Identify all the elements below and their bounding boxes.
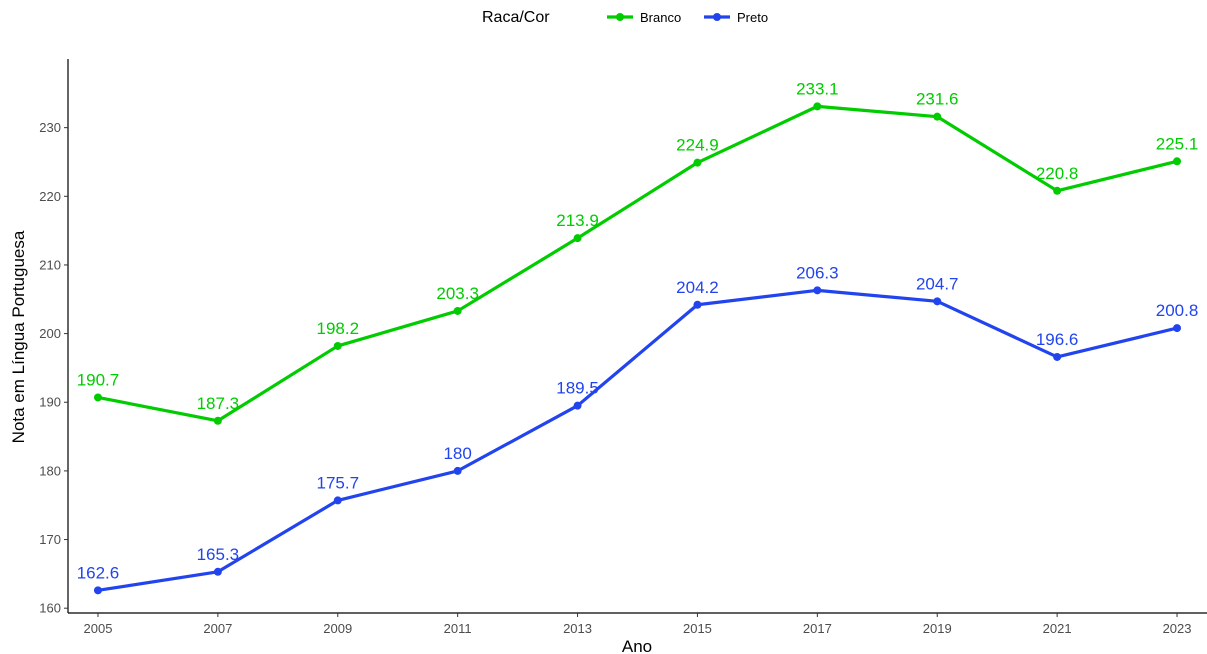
data-point — [933, 297, 942, 306]
x-tick-label: 2011 — [444, 621, 472, 636]
data-label: 175.7 — [316, 473, 359, 492]
data-label: 206.3 — [796, 263, 839, 282]
legend-key-point — [713, 13, 721, 21]
data-label: 213.9 — [556, 211, 599, 230]
y-tick-label: 230 — [39, 120, 61, 135]
y-tick-label: 170 — [39, 532, 61, 547]
data-point — [453, 306, 462, 315]
y-ticks: 160 170 180 190 200 210 220 230 — [39, 120, 68, 616]
data-point — [453, 466, 462, 475]
x-tick-label: 2019 — [923, 621, 952, 636]
data-point — [1053, 186, 1062, 195]
data-label: 180 — [443, 444, 471, 463]
data-point — [813, 102, 822, 111]
series-layer: 190.7 187.3 198.2 203.3 213.9 224.9 233.1 231.6… — [77, 79, 1199, 595]
data-point — [1173, 324, 1182, 333]
series-line — [96, 104, 1179, 423]
y-tick-label: 220 — [39, 189, 61, 204]
y-tick-label: 200 — [39, 326, 61, 341]
data-point — [573, 401, 582, 410]
data-point — [333, 341, 342, 350]
data-label: 198.2 — [316, 319, 359, 338]
data-point — [933, 112, 942, 121]
data-label: 162.6 — [77, 563, 120, 582]
legend-title: Raca/Cor — [482, 9, 550, 26]
data-label: 204.2 — [676, 278, 719, 297]
data-point — [213, 416, 222, 425]
x-tick-label: 2007 — [203, 621, 232, 636]
data-label: 233.1 — [796, 79, 839, 98]
data-label: 220.8 — [1036, 164, 1079, 183]
series-preto: 162.6 165.3 175.7 180 189.5 204.2 206.3 204.7 19… — [77, 263, 1199, 595]
series-branco: 190.7 187.3 198.2 203.3 213.9 224.9 233.1 231.6… — [77, 79, 1199, 425]
series-line — [96, 288, 1179, 592]
data-point — [1173, 157, 1182, 166]
data-point — [93, 393, 102, 402]
legend-label: Branco — [640, 10, 681, 25]
legend-label: Preto — [737, 10, 768, 25]
data-point — [93, 586, 102, 595]
x-tick-label: 2023 — [1163, 621, 1192, 636]
y-tick-label: 160 — [39, 601, 61, 616]
data-label: 224.9 — [676, 136, 719, 155]
data-label: 196.6 — [1036, 330, 1079, 349]
data-point — [693, 300, 702, 309]
x-ticks: 2005 2007 2009 2011 2013 2015 2017 2019 2021 2023 — [84, 613, 1192, 636]
y-tick-label: 180 — [39, 463, 61, 478]
legend-item-branco: Branco — [607, 10, 681, 25]
y-axis-title: Nota em Língua Portuguesa — [9, 230, 28, 443]
data-label: 165.3 — [197, 545, 240, 564]
data-point — [813, 286, 822, 295]
data-label: 231.6 — [916, 90, 959, 109]
x-axis-title: Ano — [622, 637, 652, 654]
axes: 160 170 180 190 200 210 220 230 2005 2007 2009 201… — [39, 59, 1207, 636]
data-point — [333, 496, 342, 505]
y-tick-label: 210 — [39, 257, 61, 272]
x-tick-label: 2005 — [84, 621, 113, 636]
data-label: 225.1 — [1156, 134, 1199, 153]
data-label: 189.5 — [556, 379, 599, 398]
data-point — [573, 234, 582, 243]
legend-key-point — [616, 13, 624, 21]
data-label: 203.3 — [436, 284, 479, 303]
data-label: 204.7 — [916, 274, 959, 293]
x-tick-label: 2013 — [563, 621, 592, 636]
legend-item-preto: Preto — [704, 10, 768, 25]
data-label: 200.8 — [1156, 301, 1199, 320]
x-tick-label: 2015 — [683, 621, 712, 636]
data-point — [1053, 352, 1062, 361]
data-label: 187.3 — [197, 394, 240, 413]
x-tick-label: 2017 — [803, 621, 832, 636]
legend: Raca/Cor Branco Preto — [482, 9, 768, 26]
x-tick-label: 2009 — [323, 621, 352, 636]
x-tick-label: 2021 — [1043, 621, 1072, 636]
data-point — [213, 567, 222, 576]
data-label: 190.7 — [77, 370, 120, 389]
y-tick-label: 190 — [39, 395, 61, 410]
data-point — [693, 158, 702, 167]
